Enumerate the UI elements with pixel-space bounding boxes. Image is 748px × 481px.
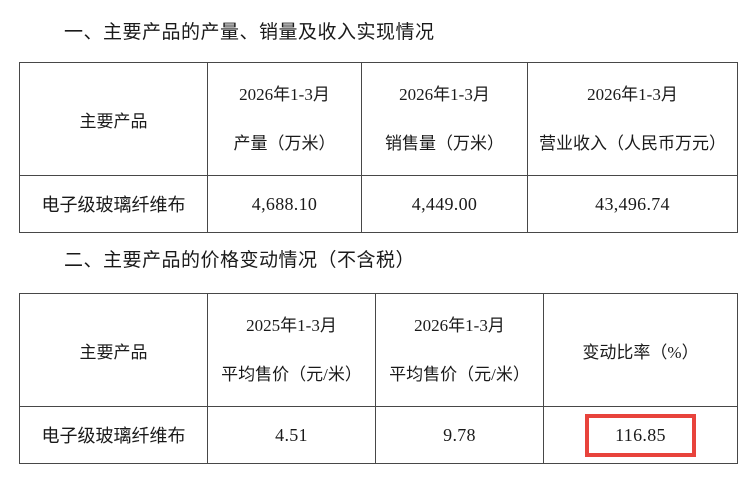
- header-price-2025-label: 平均售价（元/米）: [221, 365, 362, 384]
- header-product-label: 主要产品: [79, 111, 148, 131]
- header-output-label: 产量（万米）: [233, 134, 336, 153]
- header-sales-stack: 2026年1-3月 销售量（万米）: [366, 85, 523, 153]
- product-name: 电子级玻璃纤维布: [41, 195, 186, 215]
- header-price-2026-period: 2026年1-3月: [414, 316, 505, 335]
- header-revenue-label: 营业收入（人民币万元）: [539, 134, 726, 153]
- data-cell-price-2026: 9.78: [375, 406, 544, 464]
- header-revenue-period: 2026年1-3月: [587, 85, 678, 104]
- header-output-stack: 2026年1-3月 产量（万米）: [212, 85, 357, 153]
- header-cell-revenue: 2026年1-3月 营业收入（人民币万元）: [527, 62, 738, 176]
- data-cell-product: 电子级玻璃纤维布: [19, 175, 208, 233]
- data-cell-product-2: 电子级玻璃纤维布: [19, 406, 208, 464]
- product-name-2: 电子级玻璃纤维布: [41, 426, 186, 446]
- red-highlight-box: 116.85: [585, 413, 696, 457]
- header-sales-label: 销售量（万米）: [385, 134, 504, 153]
- header-cell-price-2026: 2026年1-3月 平均售价（元/米）: [375, 293, 544, 407]
- table-1-data-row: 电子级玻璃纤维布 4,688.10 4,449.00 43,496.74: [19, 175, 738, 233]
- production-sales-revenue-table: 主要产品 2026年1-3月 产量（万米） 2026年1-3月 销售量（万米）: [19, 62, 738, 233]
- header-output-period: 2026年1-3月: [239, 85, 330, 104]
- table-2-data-row: 电子级玻璃纤维布 4.51 9.78 116.85: [19, 406, 738, 464]
- data-cell-price-2025: 4.51: [207, 406, 376, 464]
- header-cell-change-ratio: 变动比率（%）: [543, 293, 738, 407]
- header-cell-price-2025: 2025年1-3月 平均售价（元/米）: [207, 293, 376, 407]
- header-price-2026-label: 平均售价（元/米）: [389, 365, 530, 384]
- header-sales-period: 2026年1-3月: [399, 85, 490, 104]
- price-change-table: 主要产品 2025年1-3月 平均售价（元/米） 2026年1-3月 平均售价（…: [19, 293, 738, 464]
- data-cell-change-ratio: 116.85: [543, 406, 738, 464]
- data-cell-revenue: 43,496.74: [527, 175, 738, 233]
- header-price-2025-period: 2025年1-3月: [246, 316, 337, 335]
- change-ratio-value: 116.85: [615, 424, 666, 445]
- header-revenue-stack: 2026年1-3月 营业收入（人民币万元）: [532, 85, 733, 153]
- header-change-ratio-label: 变动比率（%）: [582, 342, 699, 362]
- section-2-heading: 二、主要产品的价格变动情况（不含税）: [64, 250, 416, 271]
- table-2-header-row: 主要产品 2025年1-3月 平均售价（元/米） 2026年1-3月 平均售价（…: [19, 293, 738, 407]
- data-cell-output: 4,688.10: [207, 175, 362, 233]
- price-2026-value: 9.78: [443, 424, 476, 445]
- header-price-2026-stack: 2026年1-3月 平均售价（元/米）: [380, 316, 539, 384]
- revenue-value: 43,496.74: [595, 193, 670, 214]
- output-value: 4,688.10: [251, 193, 318, 214]
- header-cell-product-2: 主要产品: [19, 293, 208, 407]
- header-cell-sales: 2026年1-3月 销售量（万米）: [361, 62, 528, 176]
- header-cell-output: 2026年1-3月 产量（万米）: [207, 62, 362, 176]
- table-1-header-row: 主要产品 2026年1-3月 产量（万米） 2026年1-3月 销售量（万米）: [19, 62, 738, 176]
- section-1-heading: 一、主要产品的产量、销量及收入实现情况: [64, 22, 435, 43]
- header-cell-product: 主要产品: [19, 62, 208, 176]
- header-price-2025-stack: 2025年1-3月 平均售价（元/米）: [212, 316, 371, 384]
- price-2025-value: 4.51: [275, 424, 308, 445]
- sales-value: 4,449.00: [411, 193, 478, 214]
- header-product-label-2: 主要产品: [79, 342, 148, 362]
- data-cell-sales: 4,449.00: [361, 175, 528, 233]
